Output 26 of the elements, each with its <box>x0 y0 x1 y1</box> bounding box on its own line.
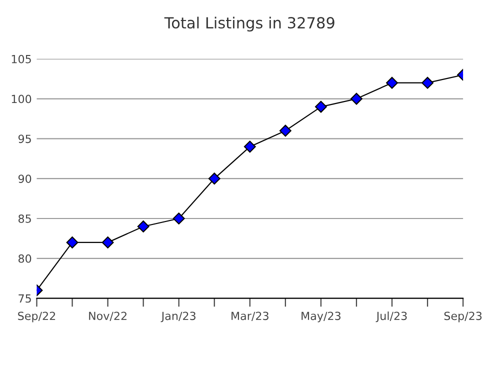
point <box>137 220 150 232</box>
point <box>102 236 114 248</box>
x-tick-label: Jul/23 <box>376 311 407 322</box>
point <box>208 172 220 185</box>
x-tick-label: Jan/23 <box>160 312 196 322</box>
y-tick-label: 105 <box>12 54 31 64</box>
y-tick-label: 90 <box>18 174 32 183</box>
x-tick-label: Nov/22 <box>89 312 126 321</box>
point <box>66 236 78 248</box>
y-tick-label: 75 <box>18 294 31 303</box>
point <box>422 76 434 89</box>
point <box>172 212 185 224</box>
x-tick-label: Sep/23 <box>444 312 482 322</box>
y-tick-label: 80 <box>18 254 32 263</box>
point <box>386 76 398 89</box>
y-tick-label: 85 <box>18 214 31 223</box>
x-tick-label: Mar/23 <box>232 312 268 321</box>
point <box>244 140 256 153</box>
point <box>350 92 362 105</box>
chart-title: Total Listings in 32789 <box>164 16 334 32</box>
x-tick-label: May/23 <box>302 312 340 322</box>
y-tick-label: 95 <box>18 134 31 144</box>
x-tick-label: Sep/22 <box>18 312 56 322</box>
point <box>314 100 327 113</box>
point <box>279 124 292 137</box>
y-tick-label: 100 <box>12 94 32 104</box>
